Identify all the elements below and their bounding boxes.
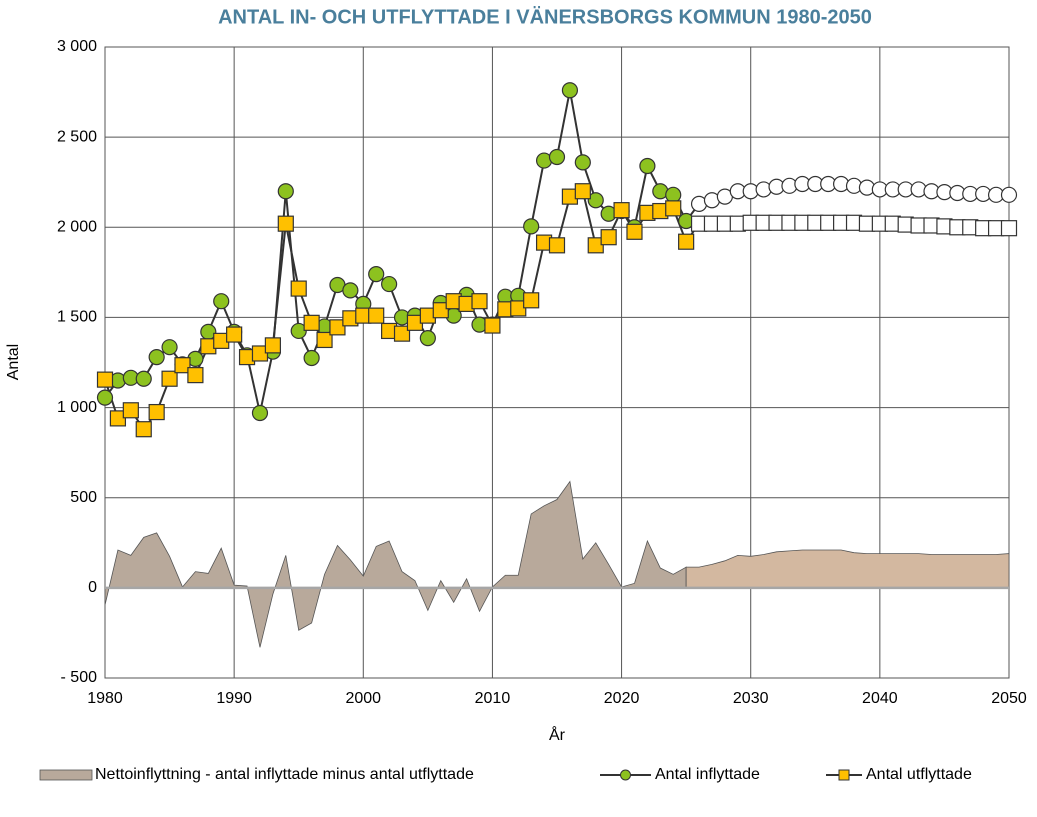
x-tick-label: 1990 <box>216 690 252 707</box>
data-point <box>639 157 656 175</box>
x-tick-label: 1980 <box>87 690 123 707</box>
y-tick-label: 3 000 <box>57 38 97 55</box>
data-point <box>122 402 139 419</box>
net-area <box>104 480 687 648</box>
data-point <box>1000 220 1018 237</box>
data-point <box>135 421 152 438</box>
data-point <box>1000 186 1018 203</box>
legend-marker <box>838 769 850 781</box>
y-tick-label: 1 000 <box>57 399 97 416</box>
data-point <box>174 357 191 374</box>
y-tick-label: 2 500 <box>57 128 97 145</box>
y-tick-label: 500 <box>70 489 97 506</box>
data-point <box>303 314 320 331</box>
data-point <box>290 280 307 297</box>
areas <box>104 480 1010 648</box>
data-point <box>264 337 281 354</box>
data-point <box>96 371 114 388</box>
y-tick-label: - 500 <box>61 669 98 686</box>
data-point <box>523 218 540 235</box>
data-point <box>574 183 591 200</box>
legend-label: Antal utflyttade <box>866 766 972 783</box>
x-tick-label: 2040 <box>862 690 898 707</box>
data-point <box>277 215 294 232</box>
data-point <box>303 349 320 367</box>
chart-title: ANTAL IN- OCH UTFLYTTADE I VÄNERSBORGS K… <box>218 5 872 28</box>
data-point <box>381 275 398 293</box>
data-point <box>187 367 204 384</box>
legend-label: Antal inflyttade <box>655 766 760 783</box>
data-point <box>587 237 604 254</box>
data-point <box>574 154 591 171</box>
data-point <box>419 330 436 347</box>
x-axis-label: År <box>549 725 566 744</box>
data-point <box>109 410 127 427</box>
lines <box>104 90 1009 431</box>
legend-marker <box>620 769 631 781</box>
data-point <box>161 370 178 387</box>
legend-item: Nettoinflyttning - antal inflyttade minu… <box>39 766 474 783</box>
data-point <box>432 302 449 319</box>
legend-label: Nettoinflyttning - antal inflyttade minu… <box>95 766 474 783</box>
data-point <box>600 229 617 246</box>
data-point <box>665 186 682 203</box>
data-point <box>213 293 230 310</box>
data-point <box>678 233 695 250</box>
data-point <box>226 326 243 343</box>
data-point <box>148 348 165 366</box>
data-point <box>587 192 604 209</box>
data-point <box>290 322 307 340</box>
data-point <box>342 282 359 299</box>
data-point <box>96 389 114 406</box>
legend-item: Antal utflyttade <box>826 766 972 783</box>
data-point <box>135 370 152 387</box>
data-point <box>548 237 566 254</box>
data-point <box>613 202 630 219</box>
data-point <box>510 300 527 317</box>
data-point <box>484 317 501 334</box>
x-tick-label: 2030 <box>733 690 769 707</box>
markers <box>96 82 1018 438</box>
plot-border <box>104 46 1010 679</box>
data-point <box>523 292 540 309</box>
x-tick-label: 2010 <box>475 690 511 707</box>
data-point <box>148 403 165 421</box>
data-point <box>161 339 178 356</box>
data-point <box>393 325 411 342</box>
legend-swatch <box>39 769 93 781</box>
data-point <box>277 183 294 200</box>
x-tick-label: 2050 <box>991 690 1027 707</box>
y-tick-label: 0 <box>88 579 97 596</box>
data-point <box>316 331 333 349</box>
data-point <box>251 345 269 362</box>
y-axis-label: Antal <box>5 344 22 380</box>
data-point <box>368 307 385 324</box>
data-point <box>548 148 566 166</box>
data-point <box>471 293 488 310</box>
data-point <box>665 200 682 217</box>
legend-item: Antal inflyttade <box>600 766 760 783</box>
data-point <box>251 404 269 422</box>
x-tick-label: 2000 <box>345 690 381 707</box>
y-tick-label: 2 000 <box>57 219 97 236</box>
data-point <box>626 223 643 240</box>
y-tick-label: 1 500 <box>57 309 97 326</box>
net-area <box>685 549 1010 589</box>
data-point <box>329 319 346 336</box>
x-tick-label: 2020 <box>604 690 640 707</box>
data-point <box>561 82 579 99</box>
data-point <box>368 266 385 283</box>
